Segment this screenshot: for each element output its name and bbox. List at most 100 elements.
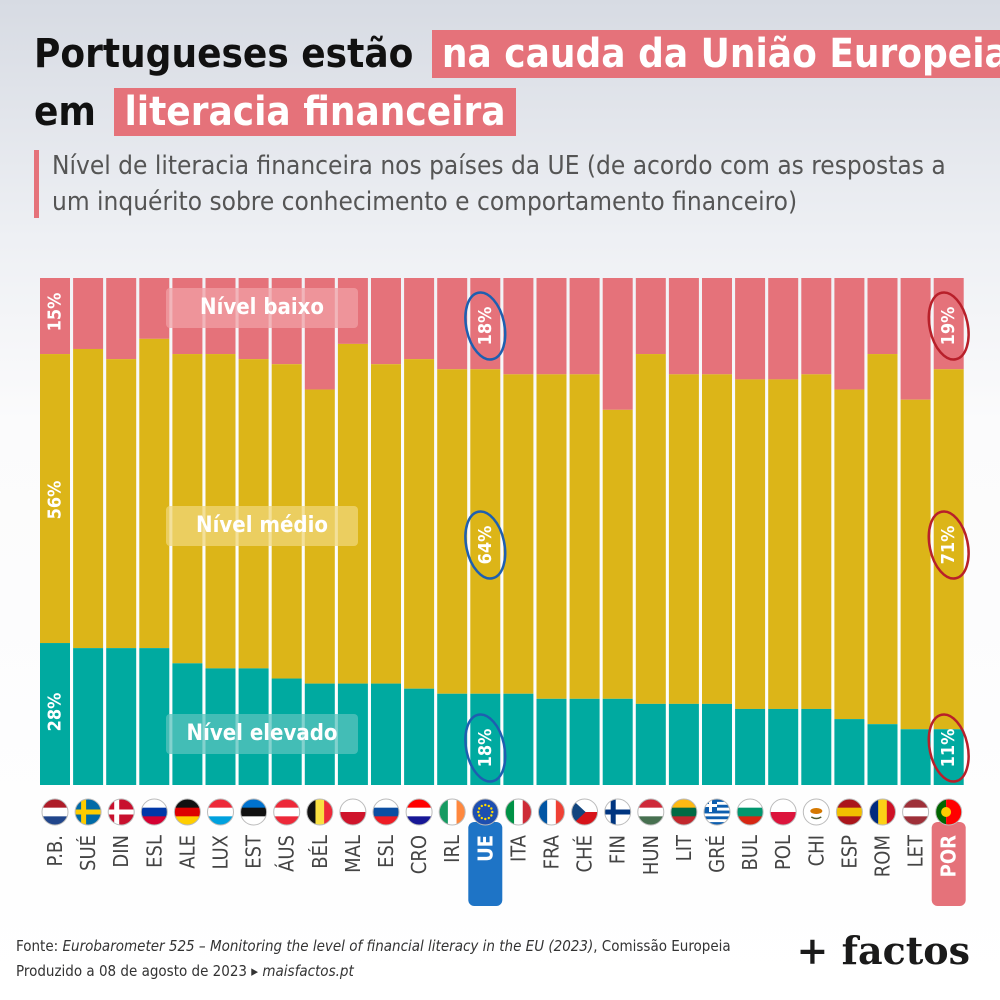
- bar-low-let-26: [900, 278, 931, 400]
- data-label-p-b-1: 56%: [45, 481, 66, 520]
- data-label-p-b-0: 15%: [45, 293, 66, 332]
- category-label-irl-12: IRL: [440, 835, 464, 863]
- lithuania-flag-icon: [670, 799, 697, 825]
- bar-mid-esp-24: [834, 389, 865, 720]
- category-label-chi-23: CHI: [804, 835, 828, 866]
- category-label-che-16: CHÉ: [573, 835, 597, 872]
- bar-mid-din-2: [106, 359, 137, 649]
- bar-high-din-2: [106, 648, 137, 785]
- italy-flag-icon: [505, 799, 532, 825]
- bar-mid-gre-20: [702, 374, 732, 704]
- bar-high-lit-19: [668, 703, 699, 785]
- circle-por-7: [927, 510, 970, 580]
- category-label-ale-4: ALE: [175, 835, 199, 869]
- bar-mid-fin-17: [602, 409, 633, 699]
- title-line-2: em literacia financeira: [34, 88, 516, 136]
- category-label-esl-10: ESL: [374, 835, 398, 868]
- czechia-flag-icon: [571, 799, 598, 825]
- category-label-hun-18: HUN: [639, 835, 663, 875]
- ireland-flag-icon: [439, 799, 466, 825]
- flag-border-22: [769, 798, 797, 826]
- title-highlight-2: literacia financeira: [114, 88, 516, 136]
- category-label-rom-25: ROM: [871, 835, 895, 877]
- flag-border-26: [902, 798, 930, 826]
- flag-border-18: [637, 798, 665, 826]
- bar-low-sue-1: [73, 278, 104, 349]
- subtitle-accent-bar: [34, 150, 39, 218]
- subtitle: Nível de literacia financeira nos países…: [52, 151, 946, 217]
- produced-site[interactable]: maisfactos.pt: [262, 962, 354, 980]
- bar-mid-chi-23: [801, 374, 832, 709]
- source-title: Eurobarometer 525 – Monitoring the level…: [62, 937, 594, 955]
- bar-mid-esl-3: [139, 338, 170, 649]
- category-label-lit-19: LIT: [672, 834, 696, 861]
- flag-border-5: [207, 798, 234, 826]
- brand-logo: + factos: [796, 928, 970, 973]
- data-label-por-8: 11%: [938, 729, 959, 768]
- bar-low-fra-15: [536, 278, 567, 375]
- flag-border-14: [504, 798, 532, 826]
- bar-mid-bul-21: [735, 379, 766, 709]
- malta-flag-icon: [339, 799, 366, 825]
- bar-low-esl-3: [139, 278, 170, 339]
- flag-border-16: [571, 798, 599, 826]
- flag-border-11: [405, 798, 433, 826]
- netherlands-flag-icon: [42, 799, 68, 825]
- bar-high-fin-17: [602, 698, 633, 785]
- category-label-fin-17: FIN: [606, 835, 630, 864]
- austria-flag-icon: [273, 799, 300, 825]
- data-label-ue-5: 18%: [475, 729, 496, 768]
- bar-mid-ita-14: [503, 374, 534, 694]
- flag-border-27: [935, 798, 963, 826]
- highlight-pill-por: [931, 822, 966, 906]
- category-label-ita-14: ITA: [506, 834, 530, 862]
- estonia-flag-icon: [240, 799, 267, 825]
- data-label-ue-4: 64%: [475, 526, 496, 565]
- footer-produced: Produzido a 08 de agosto de 2023 ▸ maisf…: [16, 962, 354, 980]
- bar-high-esp-24: [834, 719, 865, 785]
- bar-high-cro-11: [404, 688, 435, 785]
- bar-mid-ue-13: [470, 369, 501, 694]
- flag-border-9: [339, 798, 367, 826]
- sweden-flag-icon: [75, 799, 102, 825]
- bar-mid-rom-25: [867, 354, 898, 725]
- legend-low-level: Nível baixo: [166, 288, 358, 328]
- bar-low-lit-19: [668, 278, 699, 375]
- cyprus-flag-icon: [803, 799, 830, 825]
- flag-border-10: [372, 798, 400, 826]
- circle-ue-4: [464, 510, 507, 580]
- category-label-din-2: DIN: [109, 835, 133, 868]
- bar-low-che-16: [569, 278, 600, 375]
- category-label-est-6: EST: [242, 834, 266, 869]
- flag-border-21: [736, 798, 764, 826]
- bar-mid-let-26: [900, 399, 931, 730]
- title-plain-2: em: [34, 89, 96, 135]
- poland-flag-icon: [770, 799, 797, 825]
- flag-border-17: [604, 798, 632, 826]
- bar-low-esp-24: [834, 278, 865, 390]
- bulgaria-flag-icon: [737, 799, 764, 825]
- source-prefix: Fonte:: [16, 937, 59, 955]
- bar-high-che-16: [569, 698, 600, 785]
- flag-border-6: [240, 798, 268, 826]
- circle-por-8: [927, 713, 970, 783]
- flag-border-4: [173, 798, 201, 826]
- flag-border-2: [107, 798, 135, 826]
- bar-high-fra-15: [536, 698, 567, 785]
- data-label-por-7: 71%: [938, 526, 959, 565]
- source-suffix: , Comissão Europeia: [593, 937, 731, 955]
- luxembourg-flag-icon: [207, 799, 234, 825]
- finland-flag-icon: [604, 799, 631, 825]
- flag-border-23: [802, 798, 830, 826]
- latvia-flag-icon: [902, 799, 929, 825]
- bar-high-ue-13: [470, 693, 501, 785]
- flag-border-24: [835, 798, 863, 826]
- croatia-flag-icon: [406, 799, 433, 825]
- flag-border-0: [41, 798, 69, 826]
- bar-mid-p-b-0: [40, 354, 70, 644]
- bar-high-pol-22: [768, 708, 799, 785]
- bar-low-hun-18: [635, 278, 666, 355]
- flag-border-15: [538, 798, 565, 826]
- bar-high-gre-20: [702, 703, 732, 785]
